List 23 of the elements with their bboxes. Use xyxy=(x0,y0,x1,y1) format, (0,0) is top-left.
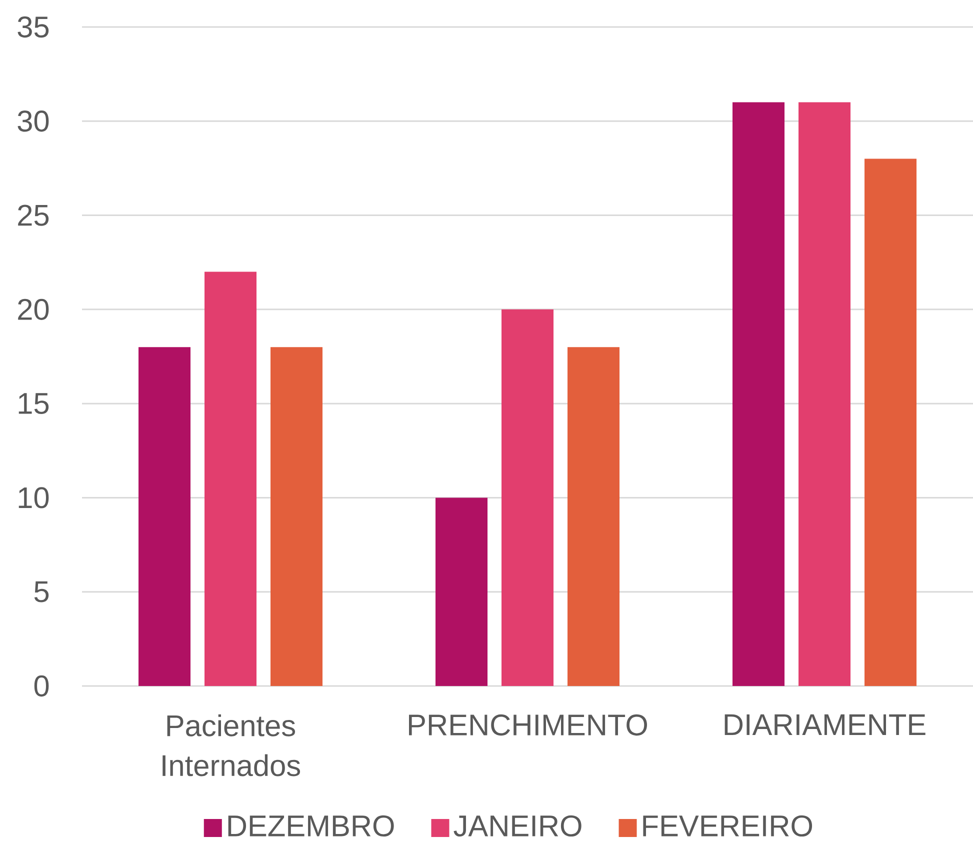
bar xyxy=(436,498,488,686)
bar xyxy=(732,102,785,686)
y-tick-label: 5 xyxy=(34,581,49,602)
y-tick-label: 25 xyxy=(18,204,49,226)
x-tick-label: PRENCHIMENTO xyxy=(409,714,647,736)
bar xyxy=(568,347,620,686)
x-tick-label: DIARIAMENTE xyxy=(724,714,926,735)
y-tick-label: 10 xyxy=(18,487,49,508)
legend-label: FEVEREIRO xyxy=(643,815,812,837)
legend-label: JANEIRO xyxy=(454,815,582,837)
bar xyxy=(138,347,190,686)
y-tick-label: 15 xyxy=(18,393,49,414)
bar xyxy=(864,158,917,686)
y-tick-label: 30 xyxy=(18,110,49,132)
x-tick-label: Pacientes Internados xyxy=(162,714,300,776)
bar xyxy=(798,102,851,686)
y-tick-label: 0 xyxy=(34,675,49,697)
legend-label: DEZEMBRO xyxy=(228,815,394,837)
y-tick-label: 20 xyxy=(18,298,49,320)
bar xyxy=(502,309,554,686)
bar xyxy=(270,347,323,686)
y-tick-label: 35 xyxy=(18,16,49,38)
bar xyxy=(204,272,256,686)
